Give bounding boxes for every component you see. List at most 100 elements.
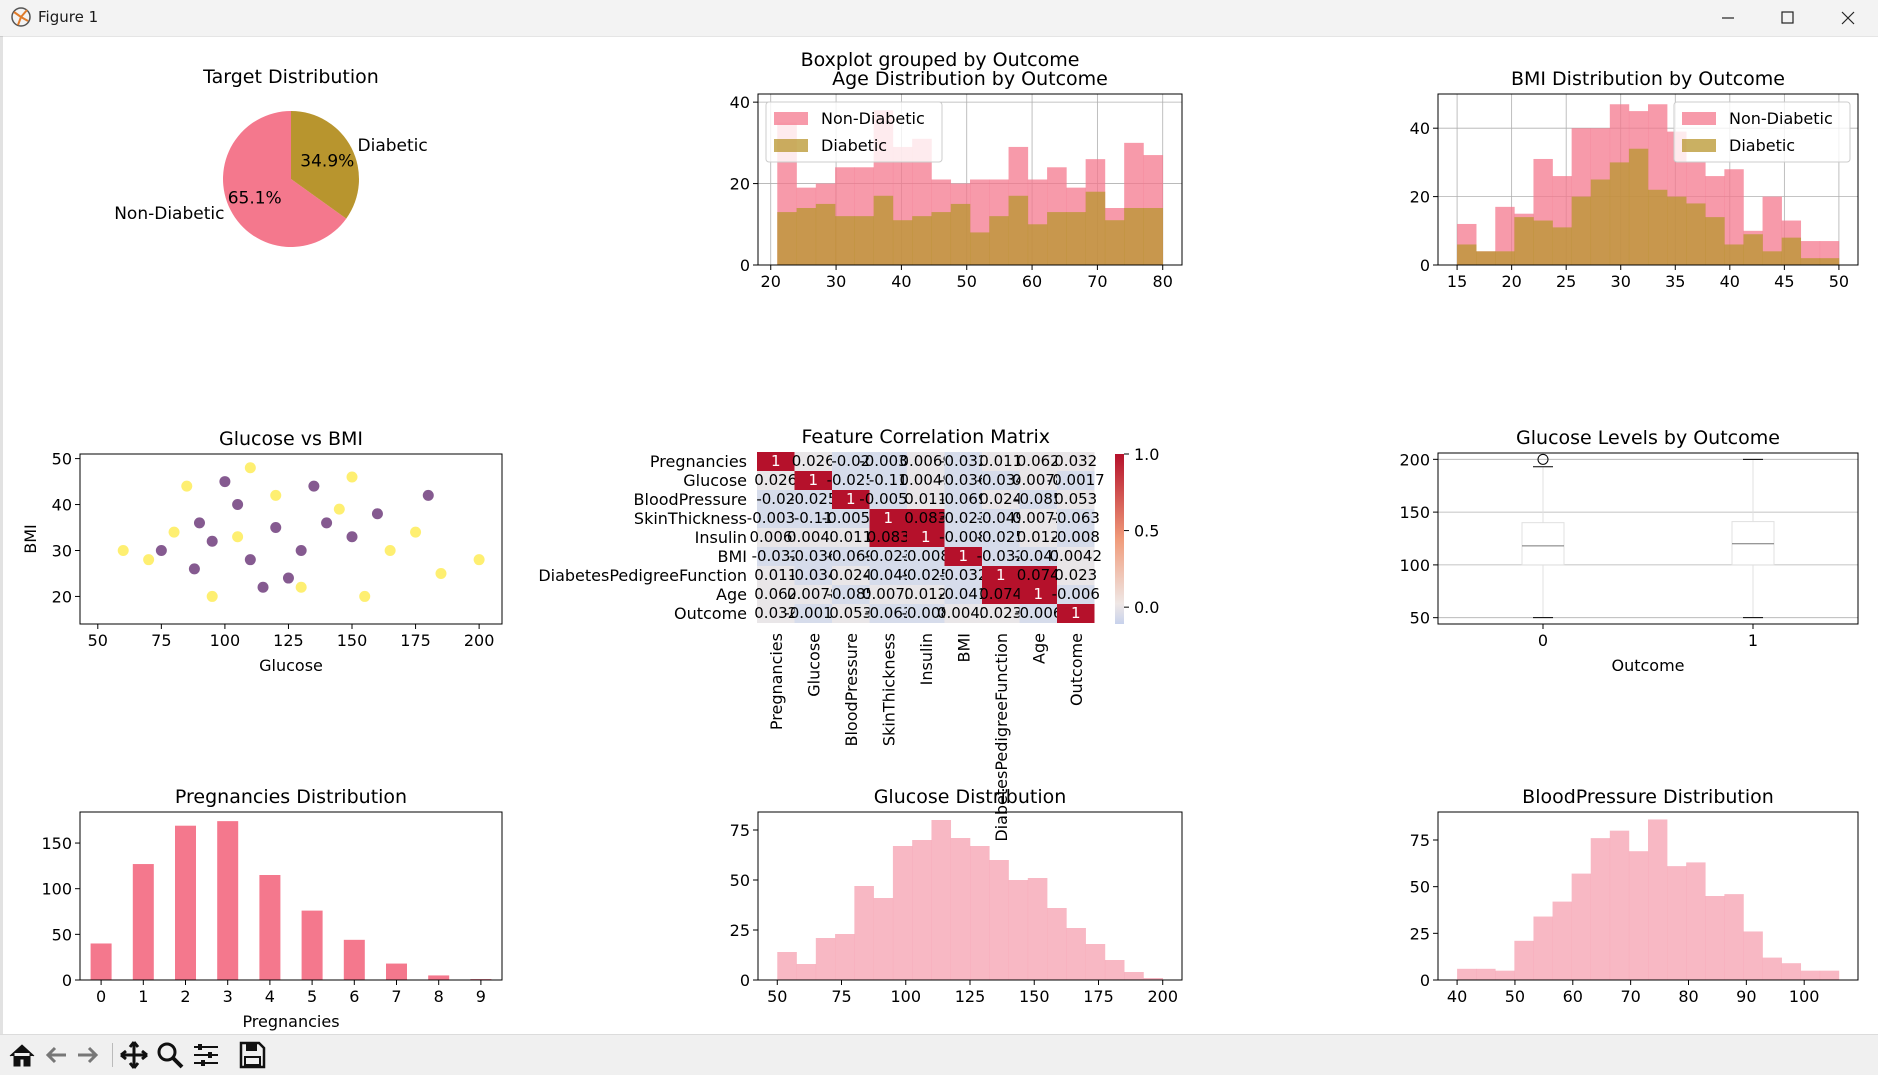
window-title: Figure 1 [38,8,99,26]
forward-icon [78,1046,99,1064]
heatmap-value: 0.011 [904,490,947,508]
heatmap-cell [944,604,982,623]
heatmap-value: 1 [996,566,1006,584]
legend-label: Diabetic [1729,136,1795,155]
title-bar: Figure 1 [0,0,1878,37]
heatmap-cell [794,566,832,585]
heatmap-cell [869,604,907,623]
heatmap-cell [907,585,945,604]
heatmap-col-label: BloodPressure [842,633,861,746]
heatmap-value: 0.062 [1017,452,1060,470]
scatter-point [143,554,155,566]
legend-swatch [774,139,808,152]
zoom-button[interactable] [154,1039,186,1071]
heatmap-value: 0.0072 [862,585,915,603]
heatmap-value: 1 [846,490,856,508]
save-button[interactable] [236,1039,268,1071]
y-tick-label: 50 [1410,609,1430,628]
hist-bar [950,838,971,980]
box [1731,521,1775,566]
hist-bar [1476,251,1496,265]
colorbar-tick-label: 0.5 [1134,522,1159,541]
heatmap-cell [757,452,795,471]
heatmap-cell [907,490,945,509]
heatmap-value: 0.011 [754,566,797,584]
hist-bar [1027,878,1048,980]
heatmap-value: 0.012 [904,585,947,603]
heatmap-value: -0.025 [902,566,950,584]
chart-title: Glucose Distribution [874,786,1067,808]
pan-button[interactable] [118,1039,150,1071]
hist-bar [1085,944,1106,980]
scatter-point [295,544,307,556]
heatmap-cell [757,528,795,547]
hist-bar [970,232,990,265]
colorbar-tick-label: 0.0 [1134,598,1159,617]
scatter-point [346,531,358,543]
heatmap-value: 0.024 [829,566,872,584]
hist-bar [1762,196,1782,265]
heatmap-cell [832,490,870,509]
heatmap-value: 0.083 [904,509,947,527]
x-tick-label: 4 [265,987,275,1006]
y-tick-label: 20 [52,587,72,606]
heatmap-cell [944,452,982,471]
hist-bar [1781,963,1802,980]
minimize-button[interactable] [1698,0,1758,36]
bar [386,963,407,980]
hist-bar [892,846,913,980]
y-tick-label: 50 [730,871,750,890]
forward-button[interactable] [72,1039,104,1071]
heatmap-cell [944,547,982,566]
heatmap-value: 0.0042 [937,604,990,622]
heatmap-value: 0.012 [1017,528,1060,546]
heatmap-cell [869,585,907,604]
hist-bar [796,208,817,265]
heatmap-cell [982,528,1020,547]
scatter-point [333,503,345,515]
navigation-toolbar [0,1034,1878,1075]
home-icon [9,1044,35,1067]
hist-bar [873,898,894,980]
heatmap-cell [1019,471,1057,490]
heatmap-cell [832,471,870,490]
x-tick-label: 3 [223,987,233,1006]
hist-bar [1143,978,1164,980]
heatmap-cell [1019,528,1057,547]
bar [175,825,196,980]
heatmap-cell [982,547,1020,566]
pie-slice [223,111,347,248]
heatmap-cell [832,585,870,604]
configure-button[interactable] [190,1039,222,1071]
y-tick-label: 50 [52,925,72,944]
scatter-point [193,517,205,529]
scatter-point [422,489,434,501]
axes-frame [1437,452,1859,625]
y-tick-label: 100 [1399,556,1430,575]
heatmap-cell [944,509,982,528]
y-tick-label: 150 [1399,503,1430,522]
toolbar-separator [112,1043,113,1067]
hist-bar [1514,940,1534,980]
y-tick-label: 30 [52,541,72,560]
heatmap-value: -0.069 [827,547,875,565]
x-tick-label: 30 [1611,272,1631,291]
hist-bar [1743,931,1763,980]
heatmap-cell [832,509,870,528]
legend-swatch [1682,139,1716,152]
bar [301,910,323,980]
hist-bar [854,886,874,980]
close-button[interactable] [1818,0,1878,36]
heatmap-value: -0.063 [1052,509,1100,527]
heatmap-cell [869,528,907,547]
x-tick-label: 5 [307,987,317,1006]
matplotlib-icon [11,7,31,27]
pie-percent-label: 65.1% [228,189,282,209]
maximize-button[interactable] [1758,0,1818,36]
back-button[interactable] [40,1039,72,1071]
heatmap-cell [757,509,795,528]
home-button[interactable] [6,1039,38,1071]
heatmap-cell [794,471,832,490]
heatmap-cell [869,452,907,471]
